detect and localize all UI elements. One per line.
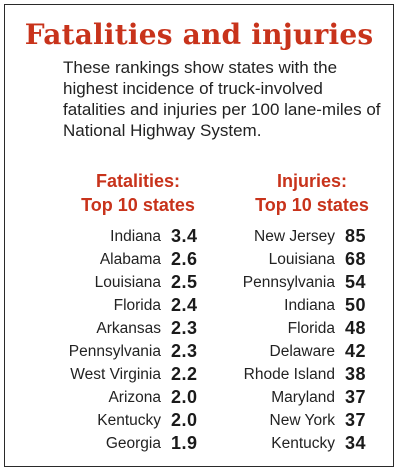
rate-value: 2.5 — [171, 272, 198, 292]
rate-value: 2.2 — [171, 364, 198, 384]
injuries-heading-line2: Top 10 states — [255, 195, 369, 215]
rate-value: 37 — [345, 387, 367, 407]
injuries-heading-line1: Injuries: — [276, 171, 347, 191]
state-name: New Jersey — [254, 227, 335, 245]
injuries-list: New Jersey 85 Louisiana 68 Pennsylvania 54 … — [221, 225, 366, 455]
table-row: Rhode Island 38 — [221, 363, 366, 386]
table-row: Florida 48 — [221, 317, 366, 340]
table-row: Georgia 1.9 — [65, 432, 198, 455]
table-row: Pennsylvania 2.3 — [65, 340, 198, 363]
fatalities-heading-line1: Fatalities: — [95, 171, 181, 191]
state-name: Kentucky — [271, 434, 335, 452]
rate-value: 2.3 — [171, 341, 198, 361]
table-row: Florida 2.4 — [65, 294, 198, 317]
table-row: Delaware 42 — [221, 340, 366, 363]
state-name: Kentucky — [97, 411, 161, 429]
state-name: New York — [269, 411, 335, 429]
fatalities-heading: Fatalities: Top 10 states — [63, 169, 213, 217]
state-name: Delaware — [269, 342, 335, 360]
state-name: Louisiana — [94, 273, 161, 291]
state-name: Indiana — [110, 227, 161, 245]
chart-description: These rankings show states with the high… — [63, 58, 381, 140]
rate-value: 54 — [345, 272, 367, 292]
table-row: New York 37 — [221, 409, 366, 432]
table-row: Alabama 2.6 — [65, 248, 198, 271]
table-row: Arizona 2.0 — [65, 386, 198, 409]
state-name: Louisiana — [268, 250, 335, 268]
infographic-panel: Fatalities and injuries These rankings s… — [4, 4, 394, 467]
state-name: Florida — [287, 319, 335, 337]
rate-value: 50 — [345, 295, 367, 315]
state-name: Arizona — [108, 388, 161, 406]
state-name: Indiana — [284, 296, 335, 314]
state-name: Rhode Island — [243, 365, 335, 383]
rate-value: 38 — [345, 364, 367, 384]
state-name: Pennsylvania — [68, 342, 161, 360]
rate-value: 37 — [345, 410, 367, 430]
rate-value: 68 — [345, 249, 367, 269]
table-row: New Jersey 85 — [221, 225, 366, 248]
table-row: Louisiana 68 — [221, 248, 366, 271]
table-row: West Virginia 2.2 — [65, 363, 198, 386]
table-row: Indiana 3.4 — [65, 225, 198, 248]
rate-value: 2.0 — [171, 410, 198, 430]
rate-value: 1.9 — [171, 433, 198, 453]
rate-value: 42 — [345, 341, 367, 361]
chart-title: Fatalities and injuries — [24, 18, 374, 51]
fatalities-heading-line2: Top 10 states — [81, 195, 195, 215]
fatalities-list: Indiana 3.4 Alabama 2.6 Louisiana 2.5 Flori… — [65, 225, 198, 455]
state-name: Alabama — [99, 250, 161, 268]
table-row: Indiana 50 — [221, 294, 366, 317]
state-name: Pennsylvania — [242, 273, 335, 291]
rate-value: 85 — [345, 226, 367, 246]
state-name: Georgia — [105, 434, 161, 452]
rate-value: 2.0 — [171, 387, 198, 407]
rate-value: 48 — [345, 318, 367, 338]
state-name: Arkansas — [96, 319, 161, 337]
table-row: Kentucky 2.0 — [65, 409, 198, 432]
table-row: Arkansas 2.3 — [65, 317, 198, 340]
rate-value: 2.6 — [171, 249, 198, 269]
table-row: Kentucky 34 — [221, 432, 366, 455]
rate-value: 34 — [345, 433, 367, 453]
rate-value: 2.4 — [171, 295, 198, 315]
rate-value: 3.4 — [171, 226, 198, 246]
table-row: Maryland 37 — [221, 386, 366, 409]
table-row: Louisiana 2.5 — [65, 271, 198, 294]
state-name: West Virginia — [70, 365, 161, 383]
state-name: Florida — [113, 296, 161, 314]
injuries-heading: Injuries: Top 10 states — [237, 169, 387, 217]
state-name: Maryland — [271, 388, 335, 406]
table-row: Pennsylvania 54 — [221, 271, 366, 294]
rate-value: 2.3 — [171, 318, 198, 338]
